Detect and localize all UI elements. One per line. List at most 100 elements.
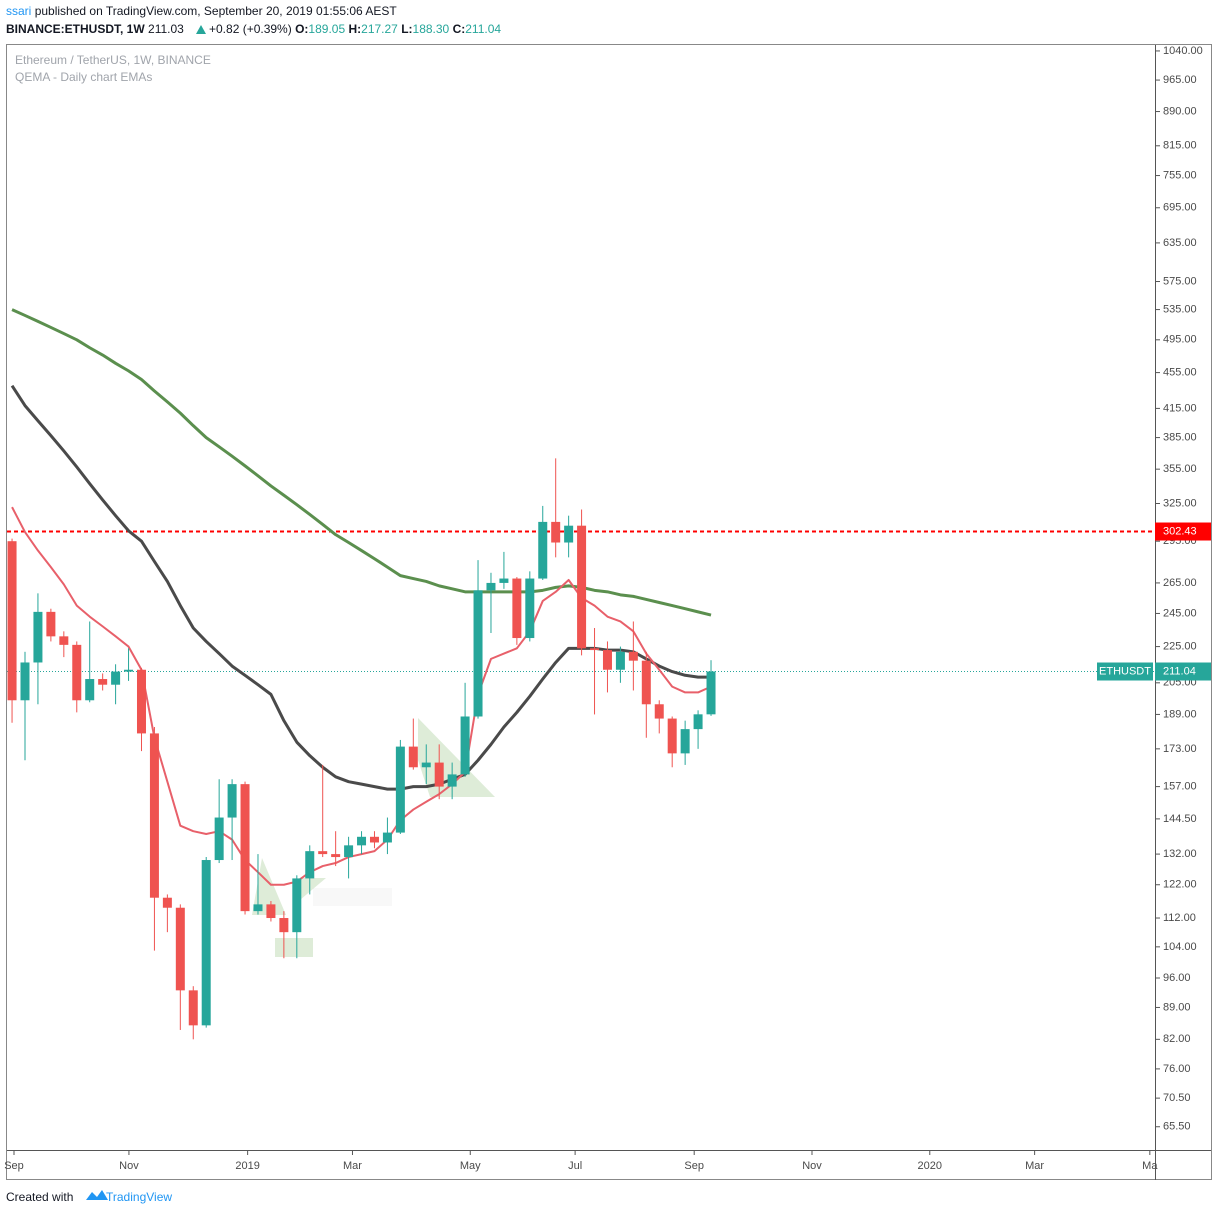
candle-body — [602, 650, 612, 670]
candle-body — [512, 578, 522, 639]
plot — [7, 308, 1155, 1040]
x-tick-label: Mar — [343, 1160, 362, 1172]
x-tick-label: 2020 — [918, 1160, 942, 1172]
ema-line — [11, 308, 712, 617]
y-tick-label: 144.50 — [1163, 813, 1197, 825]
x-tick-label: Jul — [568, 1160, 582, 1172]
y-tick-label: 415.00 — [1163, 402, 1197, 414]
footer-created: Created with — [6, 1190, 73, 1204]
candle-body — [136, 669, 146, 734]
candle-body — [357, 836, 367, 846]
y-tick-label: 535.00 — [1163, 303, 1197, 315]
price-name-box — [1097, 662, 1153, 681]
symbol: BINANCE:ETHUSDT, 1W — [6, 22, 145, 36]
legend-indicator: QEMA - Daily chart EMAs — [15, 70, 152, 84]
y-tick-label: 265.00 — [1163, 577, 1197, 589]
x-tick-label: Nov — [802, 1160, 822, 1172]
candle-body — [292, 878, 302, 933]
y-tick-label: 173.00 — [1163, 743, 1197, 755]
candle-body — [20, 662, 30, 701]
y-tick-label: 157.00 — [1163, 781, 1197, 793]
y-tick-label: 104.00 — [1163, 941, 1197, 953]
up-arrow — [196, 25, 206, 34]
y-tick-label: 455.00 — [1163, 366, 1197, 378]
candle-body — [46, 611, 56, 637]
y-tick-label: 122.00 — [1163, 879, 1197, 891]
candle-body — [111, 671, 121, 685]
candle-body — [7, 541, 17, 701]
header-line: ssari published on TradingView.com, Sept… — [6, 4, 397, 18]
h-value: 217.27 — [361, 22, 398, 36]
candle-body — [538, 521, 548, 579]
candle-body — [162, 897, 172, 908]
y-tick-label: 965.00 — [1163, 74, 1197, 86]
last: 211.03 — [148, 22, 184, 36]
candle-body — [577, 525, 587, 649]
y-tick-label: 225.00 — [1163, 640, 1197, 652]
candle-body — [434, 762, 444, 787]
candle-body — [227, 784, 237, 818]
candle-body — [667, 718, 677, 754]
candle-body — [72, 644, 82, 701]
y-tick-label: 385.00 — [1163, 431, 1197, 443]
logo — [86, 1190, 108, 1200]
y-tick-label: 245.00 — [1163, 607, 1197, 619]
l-label: L: — [401, 22, 412, 36]
candle-body — [201, 860, 211, 1026]
box-annotation — [313, 888, 392, 906]
candle-body — [654, 704, 664, 719]
candle-body — [59, 636, 69, 645]
y-tick-label: 1040.00 — [1163, 45, 1203, 57]
price-label-box — [1155, 662, 1211, 681]
candle-body — [33, 611, 43, 663]
x-tick-label: May — [460, 1160, 481, 1172]
y-tick-label: 695.00 — [1163, 202, 1197, 214]
y-tick-label: 82.00 — [1163, 1033, 1191, 1045]
candle-body — [175, 907, 185, 991]
y-tick-label: 755.00 — [1163, 169, 1197, 181]
box-annotation — [275, 938, 313, 957]
candle-body — [447, 774, 457, 787]
change: +0.82 (+0.39%) — [209, 22, 292, 36]
y-tick-label: 890.00 — [1163, 105, 1197, 117]
frame — [6, 44, 1212, 1180]
candle-body — [693, 714, 703, 730]
y-tick-label: 635.00 — [1163, 237, 1197, 249]
l-value: 188.30 — [413, 22, 450, 36]
x-tick-label: Nov — [119, 1160, 139, 1172]
x-tick-label: Mar — [1025, 1160, 1044, 1172]
y-tick-label: 575.00 — [1163, 275, 1197, 287]
candle-body — [85, 679, 95, 701]
y-tick-label: 70.50 — [1163, 1092, 1191, 1104]
candle-body — [98, 679, 108, 685]
candle-body — [279, 918, 289, 933]
author: ssari — [6, 4, 31, 18]
candle-body — [305, 851, 315, 879]
x-tick-label: 2019 — [235, 1160, 259, 1172]
candle-body — [344, 845, 354, 858]
triangle-annotation — [252, 858, 286, 915]
candle-body — [499, 578, 509, 583]
candle-body — [680, 729, 690, 754]
y-tick-label: 355.00 — [1163, 463, 1197, 475]
y-tick-label: 495.00 — [1163, 334, 1197, 346]
x-tick-label: Ma — [1142, 1160, 1158, 1172]
candle-body — [486, 582, 496, 591]
candle-body — [525, 578, 535, 639]
published: published on TradingView.com, September … — [35, 4, 398, 18]
candle-body — [266, 904, 276, 919]
price-label: 211.04 — [1163, 665, 1196, 677]
candle-body — [369, 836, 379, 843]
o-value: 189.05 — [308, 22, 345, 36]
candle-body — [615, 651, 625, 670]
candle-body — [473, 590, 483, 717]
candle-body — [240, 784, 250, 912]
y-tick-label: 112.00 — [1163, 912, 1196, 924]
candle-body — [124, 669, 134, 672]
candle-body — [331, 854, 341, 858]
candle-body — [188, 990, 198, 1026]
candle-body — [641, 660, 651, 705]
legend-symbol: Ethereum / TetherUS, 1W, BINANCE — [15, 53, 211, 67]
candle-body — [564, 525, 574, 543]
